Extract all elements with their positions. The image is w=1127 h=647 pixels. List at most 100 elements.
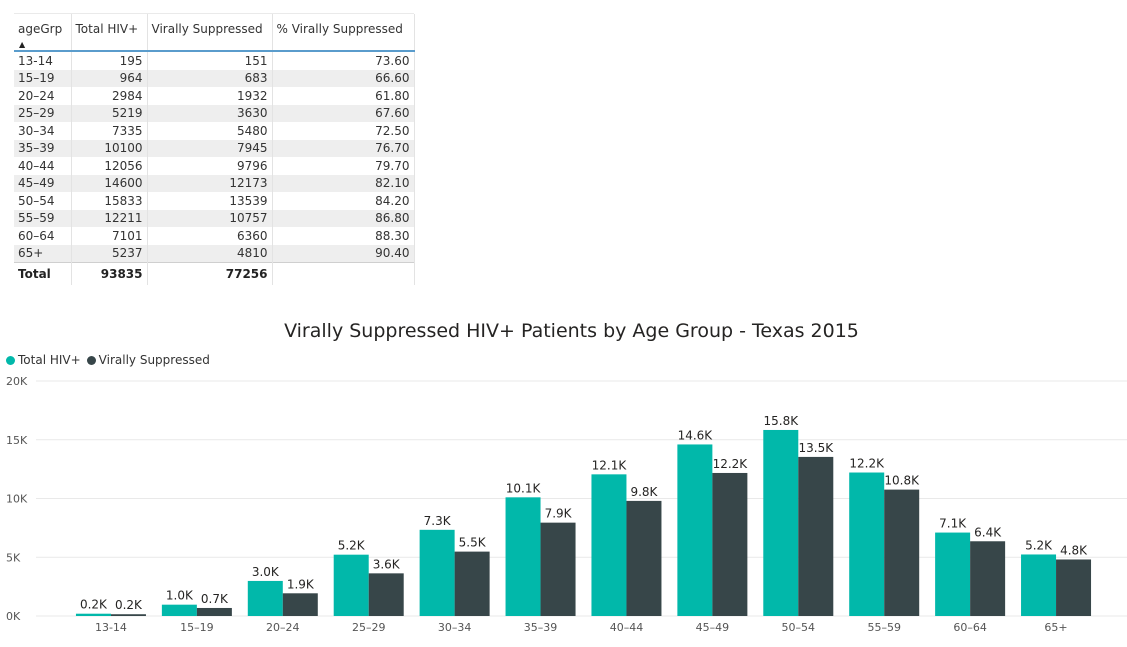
legend-item[interactable]: Total HIV+ <box>6 353 81 367</box>
data-label: 14.6K <box>678 428 714 442</box>
table-body: 13-14 195 151 73.60 15–19 964 683 66.60 20–24 298… <box>14 51 415 263</box>
bar[interactable] <box>454 551 490 616</box>
bar[interactable] <box>368 573 404 616</box>
table-cell: 84.20 <box>272 192 415 210</box>
table-cell: 9796 <box>147 157 273 175</box>
bar[interactable] <box>884 489 920 616</box>
table-row: 40–44 12056 9796 79.70 <box>14 157 415 175</box>
table-cell: 10100 <box>71 139 148 157</box>
data-label: 0.7K <box>201 592 229 606</box>
legend-marker-icon <box>86 355 96 365</box>
table-cell: 151 <box>147 51 273 70</box>
column-header-label: ageGrp <box>18 22 63 36</box>
bar[interactable] <box>1021 554 1057 616</box>
bar[interactable] <box>970 541 1006 616</box>
x-tick-label: 20–24 <box>266 621 300 634</box>
bar[interactable] <box>540 522 576 616</box>
data-label: 10.8K <box>884 474 920 488</box>
table-row: 25–29 5219 3630 67.60 <box>14 104 415 122</box>
x-tick-label: 40–44 <box>610 621 644 634</box>
data-label: 12.2K <box>849 457 885 471</box>
table-total-row: Total 93835 77256 <box>14 262 415 285</box>
table-cell: 12211 <box>71 209 148 227</box>
table-cell: 86.80 <box>272 209 415 227</box>
table-cell: 61.80 <box>272 87 415 105</box>
bar-chart: 0K 5K 10K 15K 20K 0.2K 0.2K 13-14 1.0K 0.7K 15–19 3… <box>6 375 1127 634</box>
table-cell: 72.50 <box>272 122 415 140</box>
table-row: 35–39 10100 7945 76.70 <box>14 139 415 157</box>
column-header[interactable]: ageGrp ▲ <box>14 14 72 51</box>
table-cell: 90.40 <box>272 244 415 263</box>
data-label: 4.8K <box>1060 543 1088 557</box>
data-label: 6.4K <box>974 525 1002 539</box>
bar[interactable] <box>196 607 232 616</box>
table-cell: 25–29 <box>14 104 72 122</box>
bar[interactable] <box>110 614 146 616</box>
column-header-label: Total HIV+ <box>75 22 139 36</box>
table-cell: 5480 <box>147 122 273 140</box>
table-cell: 66.60 <box>272 69 415 87</box>
x-tick-label: 15–19 <box>180 621 214 634</box>
bar[interactable] <box>849 472 885 616</box>
bar[interactable] <box>1056 559 1092 616</box>
data-label: 3.0K <box>252 565 280 579</box>
table-cell: 683 <box>147 69 273 87</box>
data-label: 3.6K <box>373 557 401 571</box>
x-tick-label: 65+ <box>1044 621 1067 634</box>
x-tick-label: 30–34 <box>438 621 472 634</box>
bar[interactable] <box>626 500 662 616</box>
bar[interactable] <box>935 532 971 616</box>
table-row: 20–24 2984 1932 61.80 <box>14 87 415 105</box>
bar[interactable] <box>712 472 748 616</box>
table-cell: 40–44 <box>14 157 72 175</box>
chart-legend: Total HIV+ Virally Suppressed <box>6 353 216 367</box>
total-cell <box>272 262 415 285</box>
table-cell: 20–24 <box>14 87 72 105</box>
table-cell: 5237 <box>71 244 148 263</box>
table-cell: 82.10 <box>272 174 415 192</box>
x-tick-label: 55–59 <box>867 621 901 634</box>
table-cell: 12173 <box>147 174 273 192</box>
bar[interactable] <box>282 593 318 616</box>
column-header[interactable]: % Virally Suppressed <box>272 14 415 51</box>
table-row: 45–49 14600 12173 82.10 <box>14 174 415 192</box>
bar[interactable] <box>798 456 834 616</box>
bar[interactable] <box>677 444 713 616</box>
data-label: 5.5K <box>459 536 487 550</box>
legend-label: Virally Suppressed <box>98 353 210 367</box>
data-label: 7.3K <box>424 514 452 528</box>
x-tick-label: 35–39 <box>524 621 558 634</box>
table-cell: 13-14 <box>14 51 72 70</box>
column-header-label: % Virally Suppressed <box>276 22 403 36</box>
sort-ascending-icon[interactable]: ▲ <box>19 40 26 49</box>
table-cell: 15833 <box>71 192 148 210</box>
data-label: 12.2K <box>713 457 749 471</box>
bar[interactable] <box>419 529 455 616</box>
bar[interactable] <box>505 497 541 616</box>
x-tick-label: 50–54 <box>782 621 816 634</box>
x-tick-label: 60–64 <box>953 621 987 634</box>
table-row: 13-14 195 151 73.60 <box>14 51 415 70</box>
column-header[interactable]: Total HIV+ <box>71 14 148 51</box>
bar[interactable] <box>591 474 627 616</box>
bar[interactable] <box>333 554 369 616</box>
data-label: 12.1K <box>592 458 628 472</box>
data-label: 5.2K <box>1025 538 1053 552</box>
chart-title: Virally Suppressed HIV+ Patients by Age … <box>284 320 859 342</box>
bar[interactable] <box>161 604 197 616</box>
table-row: 50–54 15833 13539 84.20 <box>14 192 415 210</box>
total-cell: 93835 <box>71 262 148 285</box>
x-tick-label: 13-14 <box>95 621 127 634</box>
data-label: 1.9K <box>287 577 315 591</box>
table-row: 30–34 7335 5480 72.50 <box>14 122 415 140</box>
bar[interactable] <box>763 429 799 616</box>
table-cell: 60–64 <box>14 227 72 245</box>
bar[interactable] <box>75 613 111 616</box>
table-row: 65+ 5237 4810 90.40 <box>14 244 415 263</box>
column-header[interactable]: Virally Suppressed <box>147 14 273 51</box>
bar[interactable] <box>247 580 283 616</box>
table-cell: 50–54 <box>14 192 72 210</box>
y-tick-label: 15K <box>6 434 28 447</box>
data-label: 1.0K <box>166 589 194 603</box>
legend-item[interactable]: Virally Suppressed <box>86 353 210 367</box>
